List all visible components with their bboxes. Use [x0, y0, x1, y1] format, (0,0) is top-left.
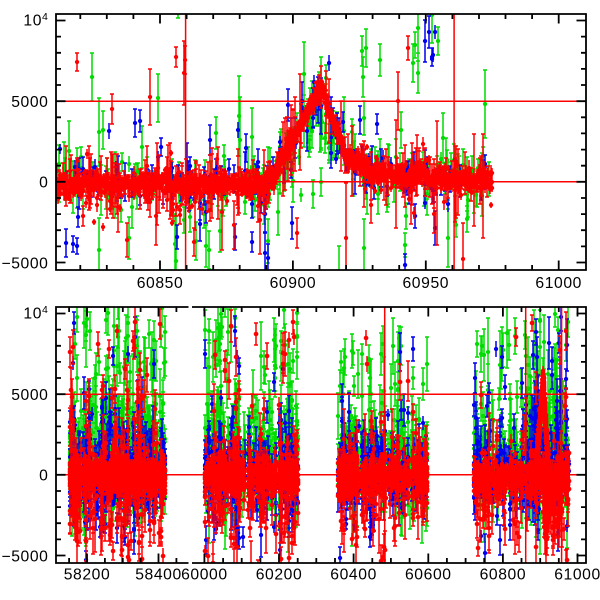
svg-text:60800: 60800	[480, 567, 527, 584]
svg-text:58400: 58400	[135, 567, 182, 584]
svg-text:61000: 61000	[535, 275, 582, 292]
svg-text:60950: 60950	[402, 275, 449, 292]
svg-text:0: 0	[39, 468, 48, 485]
svg-text:5000: 5000	[11, 387, 48, 404]
svg-text:58200: 58200	[64, 567, 111, 584]
svg-text:60850: 60850	[137, 275, 184, 292]
svg-text:61000: 61000	[554, 567, 600, 584]
svg-text:60400: 60400	[330, 567, 377, 584]
svg-text:60900: 60900	[270, 275, 317, 292]
svg-text:60200: 60200	[256, 567, 303, 584]
svg-text:60000: 60000	[181, 567, 228, 584]
svg-text:104: 104	[23, 11, 48, 29]
svg-text:0: 0	[39, 175, 48, 192]
svg-text:5000: 5000	[11, 94, 48, 111]
svg-text:60600: 60600	[405, 567, 452, 584]
svg-text:−5000: −5000	[1, 548, 48, 565]
svg-text:104: 104	[23, 304, 48, 322]
svg-text:−5000: −5000	[1, 255, 48, 272]
